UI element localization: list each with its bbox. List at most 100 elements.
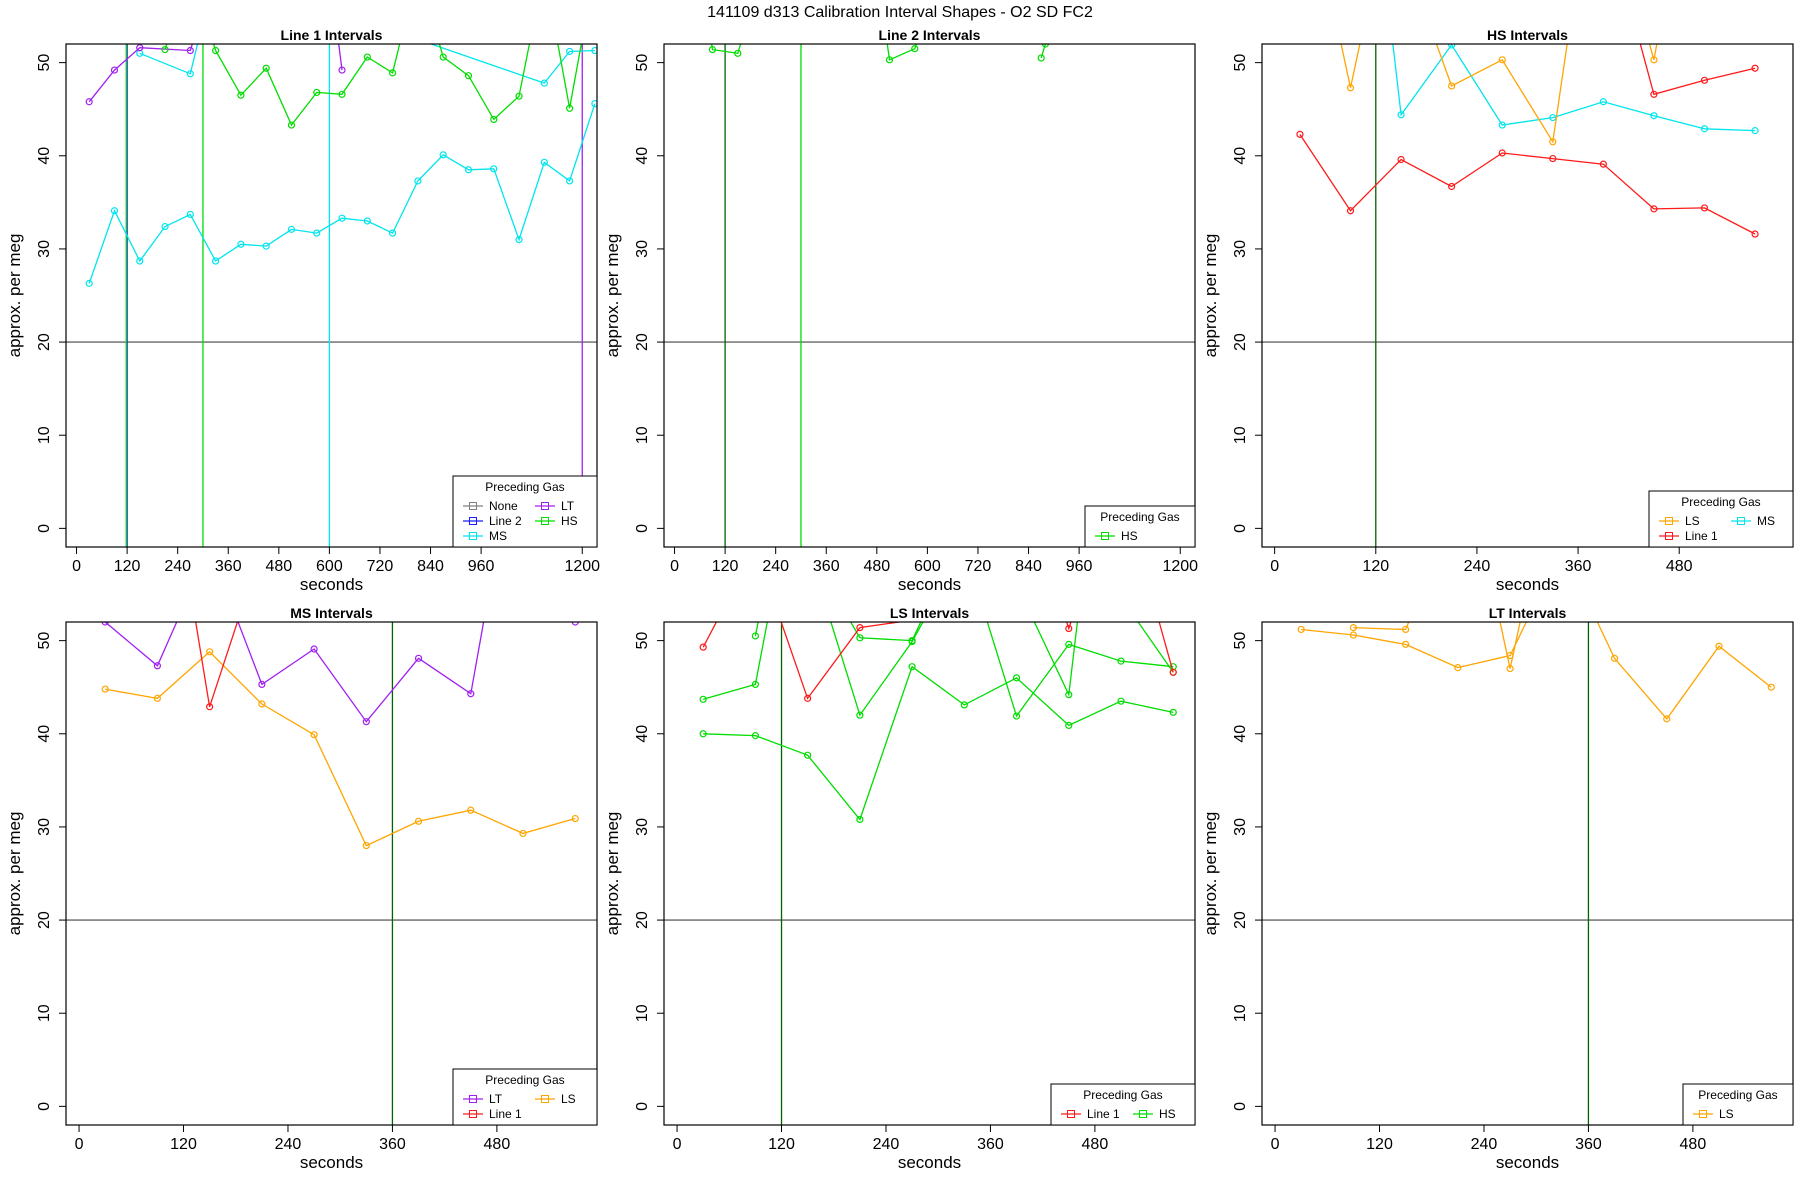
legend-entry: HS (1159, 1107, 1176, 1121)
series-line (710, 44, 742, 55)
legend-box (1682, 1083, 1794, 1126)
x-axis-label: seconds (898, 575, 961, 594)
series-line (1040, 44, 1047, 59)
data-point (856, 623, 864, 632)
y-tick-label: 50 (36, 54, 53, 72)
data-point (1650, 112, 1658, 120)
x-tick-label: 480 (863, 558, 890, 575)
data-point (206, 703, 214, 711)
legend-entry: Line 1 (1087, 1107, 1120, 1121)
data-point (186, 46, 194, 55)
data-point (1549, 154, 1557, 163)
x-tick-label: 0 (670, 558, 679, 575)
data-point (206, 648, 214, 656)
y-tick-label: 30 (36, 818, 53, 836)
legend-entry: MS (489, 529, 507, 543)
legend-swatch-marker (469, 502, 477, 510)
legend-title: Preceding Gas (1681, 495, 1760, 509)
data-point (1037, 54, 1045, 62)
x-tick-label: 1200 (564, 558, 600, 575)
data-point (1767, 683, 1775, 691)
y-tick-label: 10 (634, 1004, 651, 1022)
data-point (1715, 642, 1723, 650)
data-point (515, 236, 523, 244)
chart-title: HS Intervals (1487, 27, 1568, 43)
data-point (1402, 625, 1410, 634)
legend-swatch-marker (541, 1095, 549, 1103)
x-tick-label: 360 (1575, 1136, 1602, 1153)
y-tick-label: 20 (1232, 333, 1249, 351)
series-line (1639, 44, 1756, 96)
data-point (85, 98, 93, 106)
data-point (212, 257, 220, 265)
data-point (1448, 82, 1456, 90)
data-point (515, 92, 523, 100)
x-tick-label: 240 (762, 558, 789, 575)
y-axis-label: approx. per meg (1201, 812, 1220, 936)
x-tick-label: 480 (1680, 1136, 1707, 1153)
data-point (414, 177, 422, 185)
x-tick-label: 480 (1666, 558, 1693, 575)
data-point (1397, 155, 1405, 164)
series-line (1392, 44, 1756, 132)
data-point (1117, 657, 1125, 665)
x-tick-label: 480 (484, 1136, 511, 1153)
x-tick-label: 240 (1464, 558, 1491, 575)
legend-swatch-marker (1067, 1110, 1075, 1118)
data-point (1663, 715, 1671, 723)
series-line (703, 665, 1174, 821)
data-point (1650, 56, 1658, 64)
y-tick-label: 10 (1232, 426, 1249, 444)
x-tick-label: 120 (768, 1136, 795, 1153)
y-tick-label: 20 (36, 911, 53, 929)
x-tick-label: 240 (275, 1136, 302, 1153)
data-point (414, 817, 423, 825)
x-tick-label: 0 (673, 1136, 682, 1153)
y-tick-label: 10 (1232, 1004, 1249, 1022)
data-point (804, 751, 812, 759)
x-tick-label: 840 (417, 558, 444, 575)
data-point (110, 66, 119, 74)
data-point (1498, 149, 1506, 157)
x-tick-label: 360 (215, 558, 242, 575)
data-point (1065, 624, 1073, 633)
data-point (1751, 127, 1759, 135)
y-tick-label: 20 (1232, 911, 1249, 929)
data-point (1041, 44, 1049, 48)
data-point (1650, 205, 1658, 213)
series-line (104, 622, 576, 723)
plot-frame (65, 43, 598, 548)
x-tick-label: 840 (1015, 558, 1042, 575)
data-point (490, 115, 498, 124)
y-tick-label: 0 (634, 524, 651, 533)
data-point (1397, 111, 1405, 119)
x-tick-label: 240 (164, 558, 191, 575)
data-point (1448, 182, 1456, 191)
data-point (287, 121, 296, 129)
data-point (338, 66, 346, 74)
legend-title: Preceding Gas (1083, 1088, 1162, 1102)
legend-entry: LT (561, 499, 575, 513)
data-point (1349, 631, 1358, 639)
x-axis-label: seconds (1496, 575, 1559, 594)
data-point (856, 634, 864, 642)
data-point (885, 56, 894, 64)
data-point (1506, 664, 1514, 673)
data-point (519, 829, 527, 838)
y-tick-label: 30 (36, 240, 53, 258)
data-point (1296, 130, 1304, 138)
data-point (908, 637, 916, 645)
data-point (591, 100, 597, 108)
data-point (313, 88, 321, 97)
data-point (591, 46, 597, 55)
y-axis-label: approx. per meg (603, 234, 622, 358)
y-tick-label: 50 (36, 632, 53, 650)
x-tick-label: 120 (1366, 1136, 1393, 1153)
data-point (1751, 230, 1759, 238)
chart-title: LT Intervals (1489, 605, 1567, 621)
plot-area (66, 622, 597, 1125)
y-tick-label: 40 (36, 725, 53, 743)
chart-panel: Line 1 Intervals 0 10 20 30 40 50 0 120 240 360 480… (5, 27, 600, 594)
y-tick-label: 40 (634, 147, 651, 165)
data-point (1065, 640, 1073, 648)
